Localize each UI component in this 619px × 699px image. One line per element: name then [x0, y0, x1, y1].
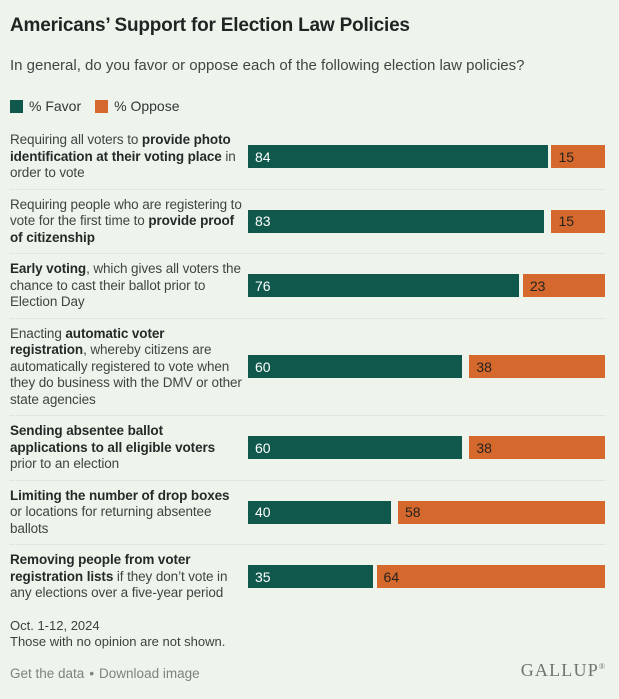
row-label: Enacting automatic voter registration, w… [10, 325, 242, 407]
bar-pair: 83 15 [248, 209, 605, 233]
favor-bar: 40 [248, 500, 391, 524]
chart-row: Requiring all voters to provide photo id… [10, 125, 605, 189]
legend-favor: % Favor [10, 98, 81, 114]
bar-pair: 60 38 [248, 355, 605, 379]
oppose-legend-swatch [95, 99, 109, 113]
get-the-data-link[interactable]: Get the data [10, 666, 85, 681]
oppose-value: 38 [476, 358, 492, 375]
favor-value: 76 [255, 277, 271, 294]
bar-pair: 76 23 [248, 274, 605, 298]
oppose-bar: 38 [469, 436, 605, 460]
oppose-value: 38 [476, 439, 492, 456]
favor-value: 83 [255, 213, 271, 230]
favor-bar: 60 [248, 355, 463, 379]
chart-row: Sending absentee ballot applications to … [10, 415, 605, 480]
favor-value: 60 [255, 439, 271, 456]
row-label: Limiting the number of drop boxes or loc… [10, 487, 230, 536]
favor-bar: 84 [248, 145, 548, 169]
legend-oppose: % Oppose [95, 98, 180, 114]
favor-bar: 76 [248, 274, 520, 298]
oppose-value: 15 [558, 148, 575, 165]
oppose-value: 58 [404, 504, 421, 521]
oppose-bar: 23 [522, 274, 605, 298]
row-label: Removing people from voter registration … [10, 552, 228, 600]
row-label: Sending absentee ballot applications to … [10, 423, 216, 471]
oppose-legend-label: % Oppose [114, 98, 180, 114]
gallup-logo: GALLUP® [520, 660, 605, 680]
legend: % Favor % Oppose [10, 98, 605, 114]
chart-rows: Requiring all voters to provide photo id… [10, 125, 605, 609]
favor-bar: 60 [248, 436, 463, 460]
oppose-bar: 58 [397, 500, 605, 524]
chart-subtitle: In general, do you favor or oppose each … [10, 57, 525, 74]
bar-pair: 35 64 [248, 565, 605, 589]
chart-title: Americans’ Support for Election Law Poli… [10, 15, 410, 36]
oppose-value: 64 [383, 568, 400, 585]
bar-pair: 60 38 [248, 436, 605, 460]
oppose-bar: 38 [469, 355, 605, 379]
no-opinion-note: Those with no opinion are not shown. [10, 633, 226, 649]
favor-value: 60 [255, 358, 271, 375]
row-label: Requiring all voters to provide photo id… [10, 132, 236, 180]
footer-links: Get the data • Download image [10, 666, 200, 681]
survey-date: Oct. 1-12, 2024 [10, 617, 100, 633]
favor-value: 35 [255, 568, 271, 585]
chart-row: Limiting the number of drop boxes or loc… [10, 479, 605, 545]
footer: Get the data • Download image GALLUP® [10, 660, 605, 685]
favor-legend-label: % Favor [29, 98, 82, 114]
bar-pair: 40 58 [248, 500, 605, 524]
chart-row: Removing people from voter registration … [10, 544, 605, 609]
oppose-bar: 15 [551, 145, 605, 169]
favor-bar: 35 [248, 565, 373, 589]
chart-row: Requiring people who are registering to … [10, 188, 605, 254]
chart-row: Early voting, which gives all voters the… [10, 253, 605, 318]
favor-bar: 83 [248, 209, 545, 233]
oppose-value: 15 [558, 213, 575, 230]
download-image-link[interactable]: Download image [99, 666, 200, 681]
row-label: Early voting, which gives all voters the… [10, 261, 241, 309]
chart-notes: Oct. 1-12, 2024 Those with no opinion ar… [10, 618, 605, 650]
favor-legend-swatch [10, 99, 23, 113]
link-separator-bullet: • [89, 666, 95, 681]
row-label: Requiring people who are registering to … [10, 196, 242, 245]
bar-pair: 84 15 [248, 145, 605, 169]
oppose-value: 23 [529, 277, 546, 294]
registered-mark: ® [598, 662, 605, 671]
chart-row: Enacting automatic voter registration, w… [10, 317, 605, 416]
oppose-bar: 15 [551, 209, 605, 233]
favor-value: 40 [255, 504, 271, 521]
favor-value: 84 [255, 148, 271, 165]
oppose-bar: 64 [376, 565, 605, 589]
